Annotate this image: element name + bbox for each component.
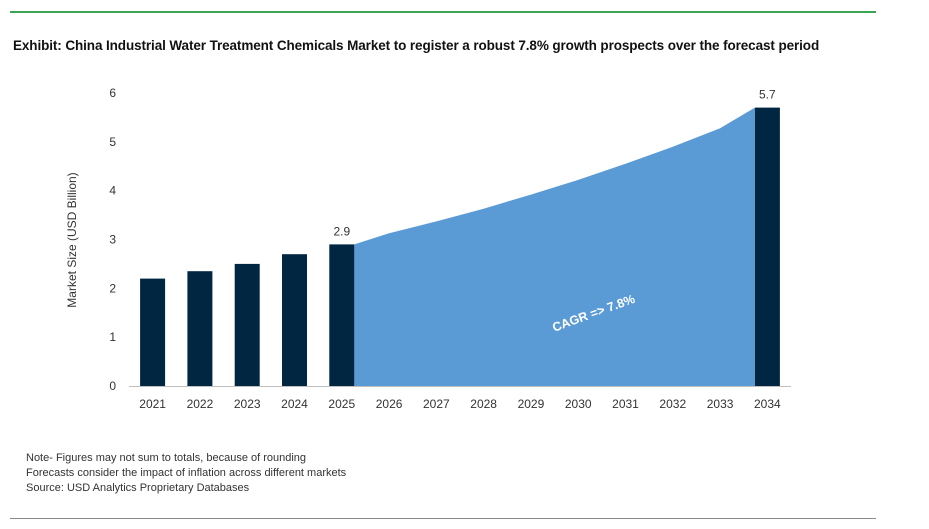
x-tick-label: 2030 <box>565 397 592 411</box>
forecast-area <box>354 107 755 386</box>
x-tick-label: 2021 <box>139 397 166 411</box>
bar-2024 <box>282 254 307 386</box>
x-tick-label: 2032 <box>659 397 686 411</box>
y-tick-label: 6 <box>109 86 116 100</box>
bar-2025 <box>329 244 355 386</box>
x-tick-label: 2034 <box>754 397 781 411</box>
note-line-1: Note- Figures may not sum to totals, bec… <box>26 452 307 464</box>
data-label: 2.9 <box>333 224 350 238</box>
bar-2023 <box>234 263 260 386</box>
bar-2034 <box>754 107 780 386</box>
chart-title: Exhibit: China Industrial Water Treatmen… <box>13 38 820 53</box>
data-label: 5.7 <box>759 88 776 102</box>
y-axis-label: Market Size (USD Billion) <box>65 172 79 307</box>
y-tick-label: 5 <box>109 135 116 149</box>
x-tick-label: 2023 <box>234 397 261 411</box>
x-tick-label: 2029 <box>518 397 545 411</box>
note-line-3: Source: USD Analytics Proprietary Databa… <box>26 482 250 494</box>
y-tick-label: 2 <box>109 281 116 295</box>
x-tick-label: 2031 <box>612 397 639 411</box>
y-tick-label: 4 <box>109 184 116 198</box>
x-tick-label: 2026 <box>376 397 403 411</box>
bar-2021 <box>140 278 166 386</box>
note-line-2: Forecasts consider the impact of inflati… <box>26 467 347 479</box>
y-tick-label: 0 <box>109 379 116 393</box>
y-tick-label: 3 <box>109 233 116 247</box>
x-tick-label: 2024 <box>281 397 308 411</box>
bar-2022 <box>187 271 213 386</box>
bottom-rule <box>10 518 876 519</box>
top-rule <box>10 11 876 13</box>
x-tick-label: 2027 <box>423 397 450 411</box>
x-tick-label: 2022 <box>187 397 214 411</box>
x-tick-label: 2033 <box>707 397 734 411</box>
y-tick-label: 1 <box>109 330 116 344</box>
x-tick-label: 2025 <box>328 397 355 411</box>
notes: Note- Figures may not sum to totals, bec… <box>26 451 346 496</box>
x-tick-label: 2028 <box>470 397 497 411</box>
